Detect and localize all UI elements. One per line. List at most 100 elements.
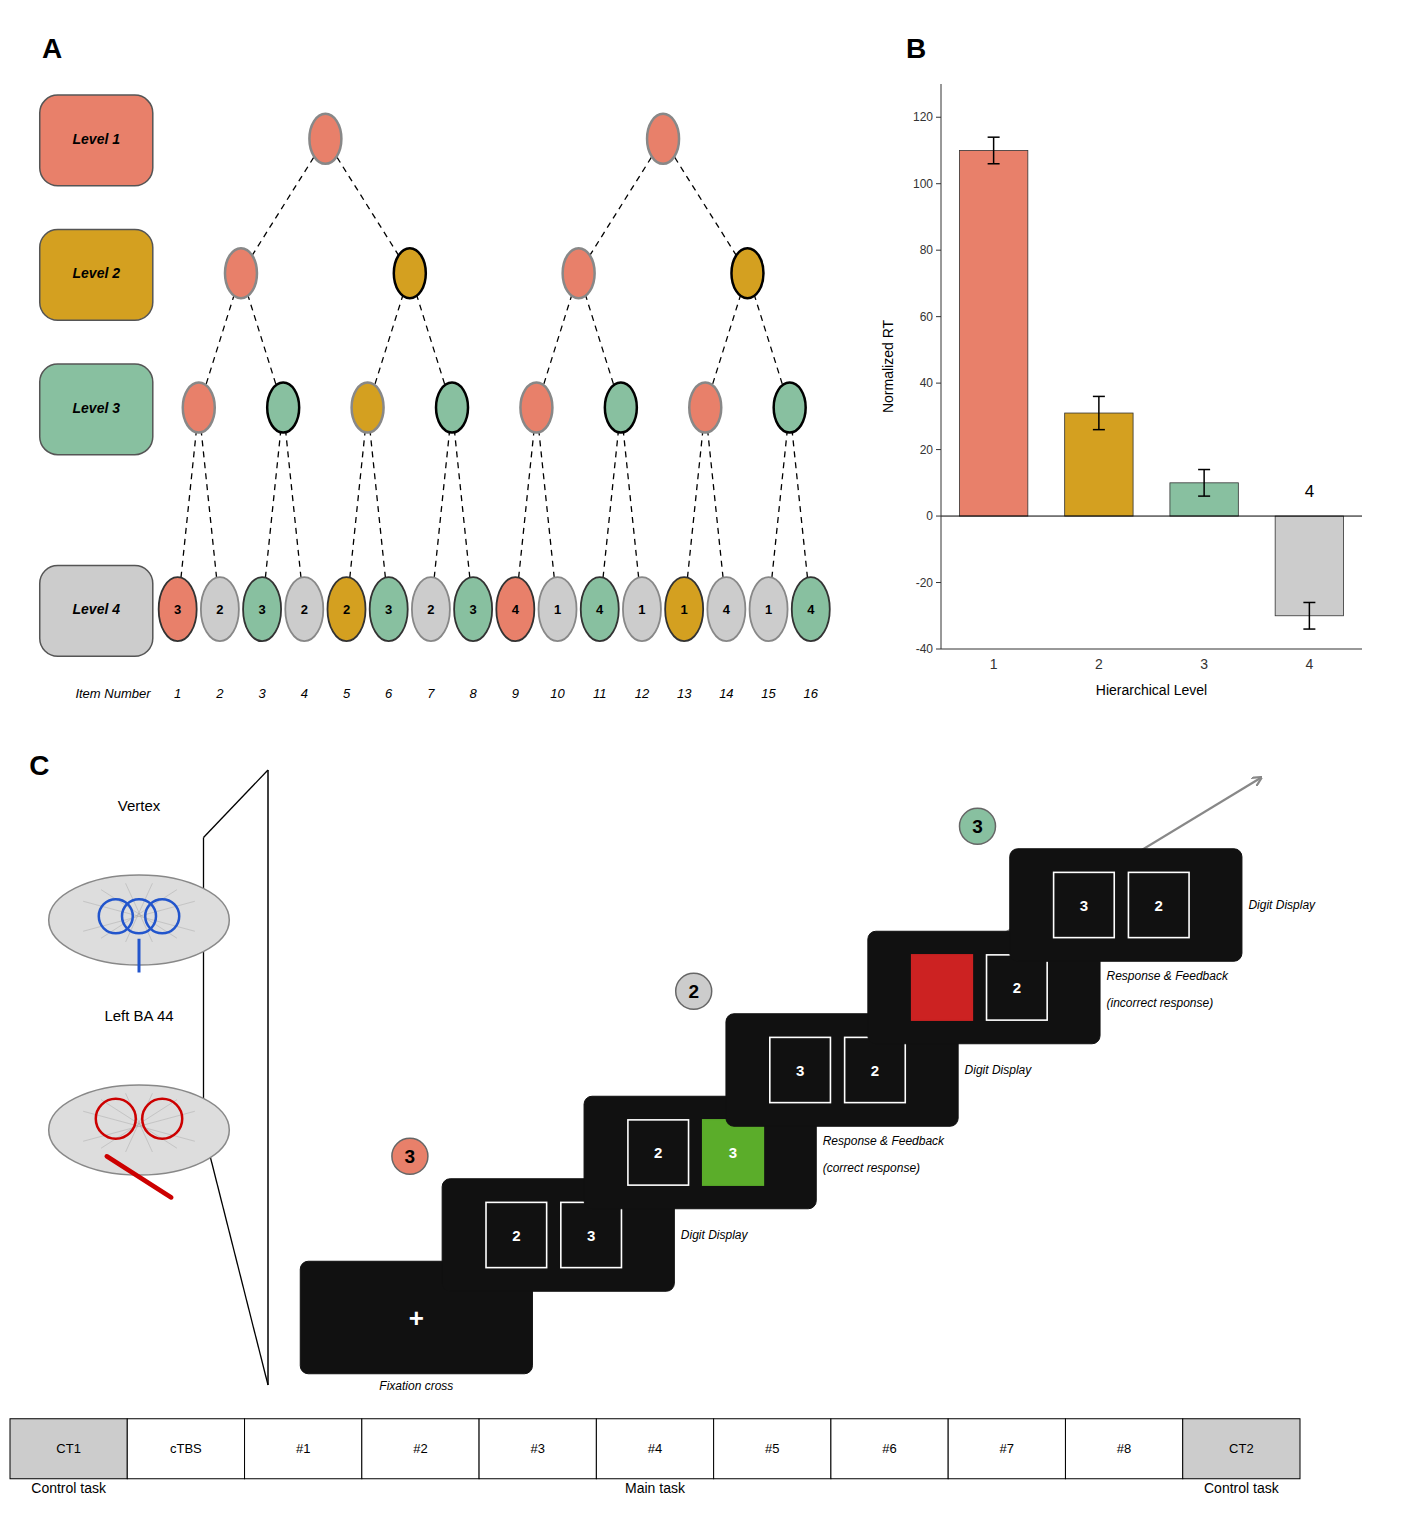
y-tick — [936, 449, 941, 450]
coil-handle — [138, 939, 141, 973]
panel-label: C — [29, 750, 49, 781]
leaf-node — [707, 577, 745, 641]
level-box — [40, 566, 153, 657]
bracket — [204, 770, 269, 838]
tree-node — [394, 248, 426, 298]
brain-texture — [101, 1100, 177, 1149]
digit: 3 — [796, 1062, 804, 1079]
level-box — [40, 364, 153, 455]
panel-a: ALevel 1Level 2Level 3Level 432322323414… — [40, 33, 830, 701]
error-cap — [1303, 628, 1315, 630]
bracket — [203, 838, 204, 1131]
tree-edge — [241, 139, 325, 273]
error-bar — [1198, 470, 1210, 497]
item-number: 5 — [343, 686, 351, 701]
x-tick-label: 1 — [990, 656, 998, 672]
panel-label: A — [42, 33, 62, 64]
tree-node — [225, 248, 257, 298]
leaf-digit: 1 — [765, 602, 772, 617]
level-label: Level 3 — [73, 400, 121, 416]
level-label: Level 4 — [73, 601, 121, 617]
y-tick-label: -40 — [916, 642, 934, 656]
item-number: 1 — [174, 686, 181, 701]
brain-texture — [101, 1100, 177, 1149]
item-number: 9 — [512, 686, 519, 701]
digit-box — [845, 1037, 906, 1102]
error-cap — [1198, 495, 1210, 497]
phase-label: Control task — [31, 1480, 107, 1496]
indicator — [676, 973, 712, 1009]
session-label: #6 — [882, 1441, 896, 1456]
tree-node — [563, 248, 595, 298]
tree-node — [436, 383, 468, 433]
leaf-digit: 3 — [385, 602, 392, 617]
tree-node — [774, 383, 806, 433]
y-tick — [936, 183, 941, 184]
digit: 2 — [1155, 897, 1163, 914]
x-axis-label: Hierarchical Level — [1096, 682, 1207, 698]
leaf-node — [665, 577, 703, 641]
card-label: Digit Display — [681, 1228, 749, 1242]
digit: 3 — [1080, 897, 1088, 914]
indicator — [960, 808, 996, 844]
leaf-digit: 3 — [258, 602, 265, 617]
level-box — [40, 230, 153, 321]
brain-texture — [83, 1111, 195, 1141]
fixation-symbol: + — [409, 1303, 424, 1333]
y-tick-label: 40 — [920, 376, 934, 390]
item-number: 14 — [719, 686, 733, 701]
y-tick-label: 120 — [913, 110, 933, 124]
session-label: #3 — [530, 1441, 544, 1456]
leaf-node — [201, 577, 239, 641]
error-line — [993, 137, 995, 164]
tree-node — [267, 383, 299, 433]
session-label: CT2 — [1229, 1441, 1254, 1456]
session-label: #8 — [1117, 1441, 1131, 1456]
leaf-digit: 2 — [301, 602, 308, 617]
level-box — [40, 95, 153, 186]
digit: 2 — [654, 1144, 662, 1161]
leaf-digit: 2 — [427, 602, 434, 617]
tree-node — [689, 383, 721, 433]
x-tick-label: 2 — [1095, 656, 1103, 672]
coil-handle — [107, 1156, 172, 1197]
coil — [96, 1099, 182, 1198]
item-number: 15 — [761, 686, 776, 701]
coil-loop — [145, 899, 179, 933]
bar — [959, 150, 1027, 516]
phase-label: Main task — [625, 1480, 686, 1496]
leaf-digit: 1 — [681, 602, 688, 617]
session-label: CT1 — [56, 1441, 81, 1456]
leaf-digit: 1 — [638, 602, 645, 617]
leaf-node — [285, 577, 323, 641]
brain-texture — [126, 1093, 153, 1152]
item-number: 6 — [385, 686, 393, 701]
y-tick — [936, 649, 941, 650]
indicator-label: 2 — [688, 981, 699, 1002]
leaf-node — [412, 577, 450, 641]
digit: 3 — [587, 1227, 595, 1244]
leaf-digit: 4 — [512, 602, 520, 617]
leaf-digit: 1 — [554, 602, 561, 617]
tree-node — [352, 383, 384, 433]
time-arrow — [371, 778, 1261, 1318]
error-line — [1203, 470, 1205, 497]
y-tick-label: -20 — [916, 576, 934, 590]
leaf-node — [370, 577, 408, 641]
session — [127, 1419, 244, 1479]
leaf-digit: 2 — [343, 602, 350, 617]
session-label: #2 — [413, 1441, 427, 1456]
tree-node — [309, 114, 341, 164]
panel-c: CVertexLeft BA 44+Fixation cross23Digit … — [10, 750, 1316, 1496]
item-number: 11 — [593, 686, 607, 701]
error-cap — [1303, 602, 1315, 604]
tree-node — [605, 383, 637, 433]
error-bar — [1303, 602, 1315, 629]
y-tick — [936, 316, 941, 317]
card-label: Response & Feedback — [1107, 969, 1229, 983]
digit-box — [770, 1037, 831, 1102]
indicator-label: 3 — [972, 816, 983, 837]
error-cap — [1093, 429, 1105, 431]
tree-edge — [579, 139, 663, 273]
item-number: 10 — [550, 686, 565, 701]
